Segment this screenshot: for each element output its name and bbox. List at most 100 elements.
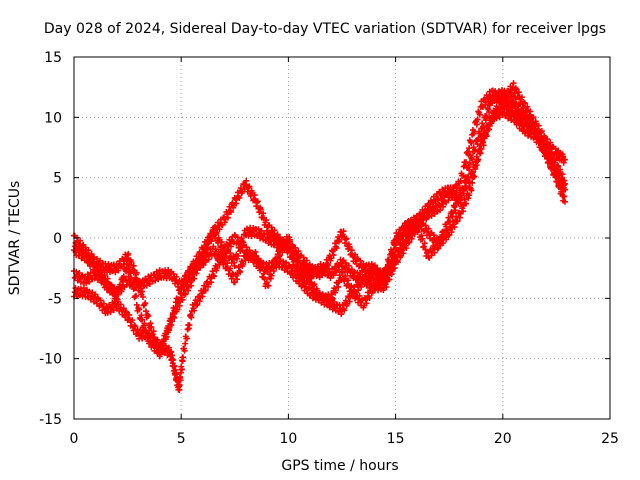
- x-tick-label: 25: [601, 431, 619, 447]
- data-point: [403, 245, 410, 252]
- data-point: [176, 382, 183, 389]
- data-point: [200, 262, 207, 269]
- data-point: [406, 238, 413, 245]
- data-point: [169, 311, 176, 318]
- data-point: [348, 247, 355, 254]
- data-point: [356, 292, 363, 299]
- data-point: [378, 279, 385, 286]
- data-point: [282, 244, 289, 251]
- data-point: [188, 282, 195, 289]
- data-point: [452, 207, 459, 214]
- data-point: [295, 248, 302, 255]
- data-point: [469, 179, 476, 186]
- data-point: [243, 177, 250, 184]
- data-point: [311, 281, 318, 288]
- data-point: [139, 316, 146, 323]
- data-point: [454, 217, 461, 224]
- data-point: [194, 301, 201, 308]
- data-point: [471, 173, 478, 180]
- data-point: [466, 160, 473, 167]
- y-tick-label: 0: [53, 231, 62, 247]
- data-point: [172, 307, 179, 314]
- data-point: [524, 113, 531, 120]
- data-point: [486, 109, 493, 116]
- data-point: [387, 259, 394, 266]
- data-point: [88, 251, 95, 258]
- data-point: [466, 192, 473, 199]
- data-point: [122, 314, 129, 321]
- data-point: [177, 377, 184, 384]
- data-point: [201, 253, 208, 260]
- data-point: [237, 237, 244, 244]
- x-tick-label: 20: [494, 431, 512, 447]
- data-point: [237, 269, 244, 276]
- data-point: [234, 276, 241, 283]
- data-point: [384, 268, 391, 275]
- y-tick-label: 5: [53, 171, 62, 187]
- data-point: [142, 308, 149, 315]
- data-point: [231, 262, 238, 269]
- data-point: [476, 111, 483, 118]
- x-tick-label: 10: [279, 431, 297, 447]
- data-point: [451, 224, 458, 231]
- data-point: [345, 277, 352, 284]
- x-tick-label: 0: [70, 431, 79, 447]
- data-point: [460, 187, 467, 194]
- data-point: [251, 192, 258, 199]
- data-point: [218, 239, 225, 246]
- data-point: [233, 200, 240, 207]
- data-point: [199, 293, 206, 300]
- data-point: [182, 340, 189, 347]
- data-point: [552, 157, 559, 164]
- data-point: [332, 263, 339, 270]
- data-point: [330, 272, 337, 279]
- data-point: [271, 227, 278, 234]
- data-point: [416, 225, 423, 232]
- data-point: [391, 265, 398, 272]
- data-point: [120, 278, 127, 285]
- data-point: [100, 300, 107, 307]
- data-point: [463, 200, 470, 207]
- data-point: [273, 259, 280, 266]
- data-point: [311, 287, 318, 294]
- data-point: [559, 171, 566, 178]
- data-point: [85, 247, 92, 254]
- data-point: [173, 371, 180, 378]
- data-point: [188, 314, 195, 321]
- data-point: [555, 163, 562, 170]
- data-point: [92, 291, 99, 298]
- data-point: [518, 119, 525, 126]
- data-point: [420, 220, 427, 227]
- data-point: [425, 225, 432, 232]
- data-point: [310, 273, 317, 280]
- data-point: [240, 260, 247, 267]
- y-tick-label: -5: [48, 291, 62, 307]
- data-point: [261, 275, 268, 282]
- data-point: [202, 287, 209, 294]
- data-point: [227, 208, 234, 215]
- data-point: [342, 265, 349, 272]
- x-tick-label: 5: [177, 431, 186, 447]
- data-point: [130, 262, 137, 269]
- data-point: [120, 305, 127, 312]
- data-point: [443, 236, 450, 243]
- data-point: [335, 283, 342, 290]
- data-point: [522, 100, 529, 107]
- data-point: [139, 288, 146, 295]
- x-axis-label: GPS time / hours: [281, 458, 398, 474]
- data-point: [545, 153, 552, 160]
- data-point: [515, 101, 522, 108]
- data-point: [425, 200, 432, 207]
- data-point: [76, 270, 83, 277]
- data-point: [493, 103, 500, 110]
- data-point: [139, 294, 146, 300]
- data-point: [483, 113, 490, 120]
- data-point: [477, 132, 484, 139]
- data-point: [160, 343, 167, 350]
- data-point: [383, 284, 390, 291]
- data-point: [386, 276, 393, 283]
- data-point: [541, 137, 548, 144]
- data-point: [434, 245, 441, 252]
- data-series: [71, 80, 568, 393]
